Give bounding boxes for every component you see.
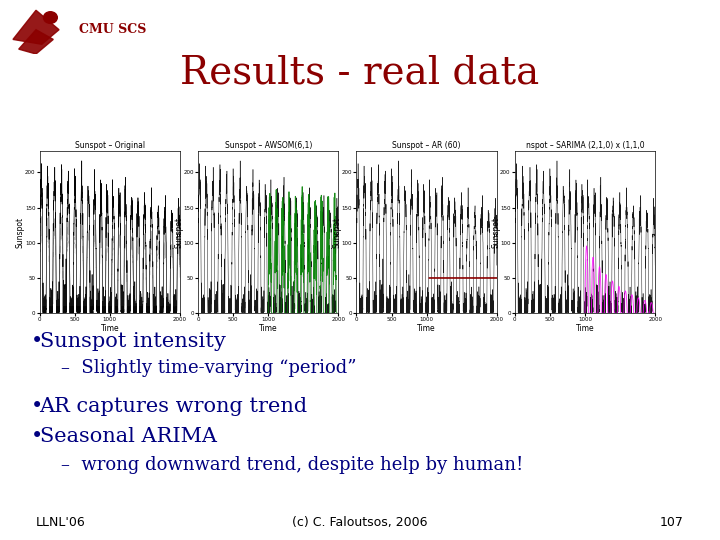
Text: •: • [31,397,43,416]
Polygon shape [19,30,53,54]
Y-axis label: Sunspot: Sunspot [491,217,500,248]
Text: 107: 107 [660,516,684,529]
Title: Sunspot – AWSOM(6,1): Sunspot – AWSOM(6,1) [225,141,312,151]
Y-axis label: Sunspot: Sunspot [174,217,184,248]
Text: •: • [31,427,43,446]
Text: –  wrong downward trend, despite help by human!: – wrong downward trend, despite help by … [61,456,523,474]
Text: (c) C. Faloutsos, 2006: (c) C. Faloutsos, 2006 [292,516,428,529]
Polygon shape [13,10,59,44]
X-axis label: Time: Time [259,324,277,333]
Text: LLNL'06: LLNL'06 [36,516,86,529]
Y-axis label: Sunspot: Sunspot [333,217,342,248]
Text: AR captures wrong trend: AR captures wrong trend [40,397,307,416]
X-axis label: Time: Time [576,324,594,333]
Text: Sunspot intensity: Sunspot intensity [40,332,225,351]
Title: Sunspot – AR (60): Sunspot – AR (60) [392,141,461,151]
Text: CMU SCS: CMU SCS [79,23,147,36]
Circle shape [43,12,58,23]
Text: Seasonal ARIMA: Seasonal ARIMA [40,427,217,446]
Text: Results - real data: Results - real data [181,54,539,91]
X-axis label: Time: Time [418,324,436,333]
Title: nspot – SARIMA (2,1,0) x (1,1,0: nspot – SARIMA (2,1,0) x (1,1,0 [526,141,644,151]
Text: –  Slightly time-varying “period”: – Slightly time-varying “period” [61,359,357,377]
X-axis label: Time: Time [101,324,119,333]
Text: •: • [31,332,43,351]
Title: Sunspot – Original: Sunspot – Original [75,141,145,151]
Y-axis label: Sunspot: Sunspot [16,217,25,248]
